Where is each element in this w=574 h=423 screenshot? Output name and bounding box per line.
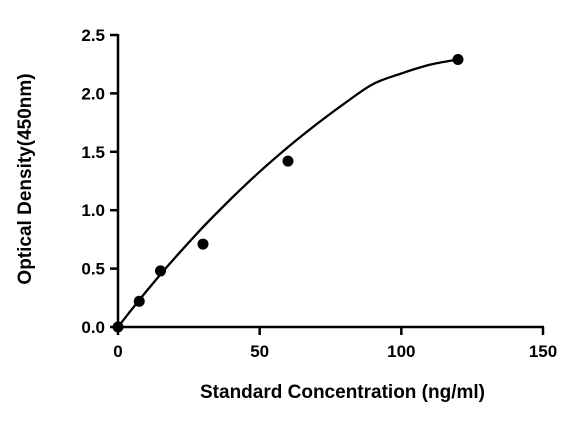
axes <box>116 34 544 329</box>
y-axis-ticks: 0.0 0.5 1.0 1.5 2.0 2.5 <box>81 26 118 337</box>
data-point <box>112 321 124 333</box>
y-tick-label: 2.5 <box>81 26 105 45</box>
data-points <box>112 54 464 333</box>
x-axis-ticks: 0 50 100 150 <box>113 327 557 361</box>
data-point <box>133 295 145 307</box>
data-point <box>452 54 464 66</box>
y-tick-label: 2.0 <box>81 84 105 103</box>
x-tick-label: 50 <box>250 342 269 361</box>
y-tick-label: 0.0 <box>81 318 105 337</box>
y-axis-title: Optical Density(450nm) <box>15 73 36 284</box>
x-tick-label: 100 <box>387 342 415 361</box>
data-point <box>197 238 209 250</box>
y-tick-label: 1.5 <box>81 143 105 162</box>
x-tick-label: 0 <box>113 342 122 361</box>
x-tick-label: 150 <box>529 342 557 361</box>
y-tick-label: 0.5 <box>81 260 105 279</box>
y-tick-label: 1.0 <box>81 201 105 220</box>
x-axis-title: Standard Concentration (ng/ml) <box>200 382 485 403</box>
data-point <box>155 265 166 277</box>
data-point <box>282 155 294 167</box>
fit-curve <box>117 58 459 328</box>
